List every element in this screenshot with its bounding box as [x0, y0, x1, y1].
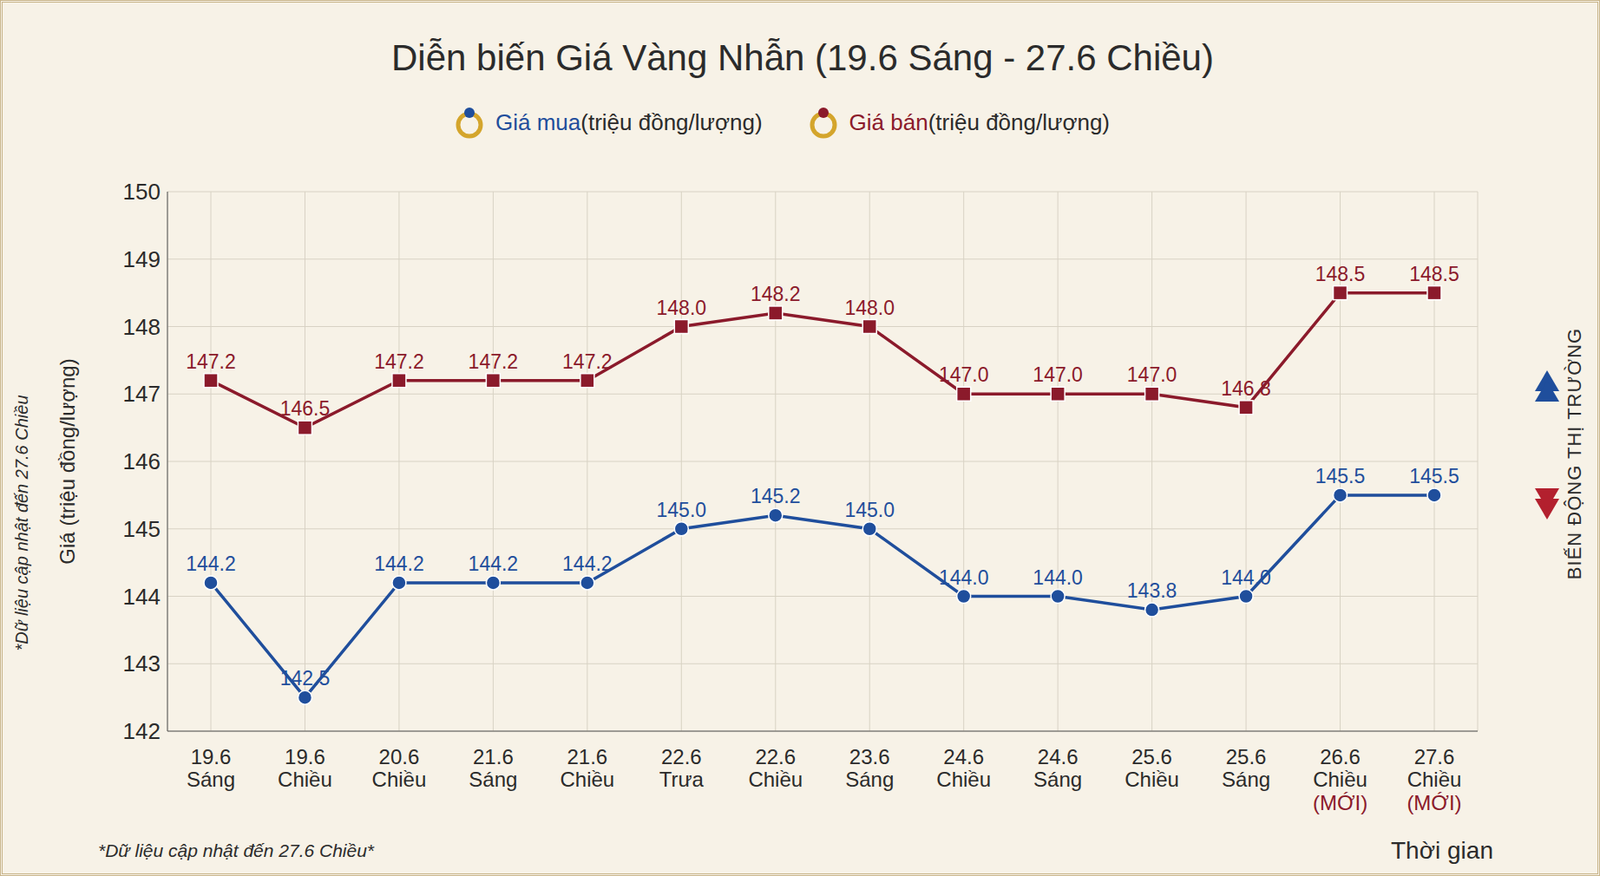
html-text:Giá bán (triệu đồng/lượng): Giá bán (triệu đồng/lượng) — [849, 108, 1110, 135]
svg-text:144.0: 144.0 — [1032, 566, 1083, 590]
svg-text:144.2: 144.2 — [468, 552, 519, 576]
svg-text:145.0: 145.0 — [656, 498, 708, 522]
html-text:Giá mua (triệu đồng/lượng): Giá mua (triệu đồng/lượng) — [495, 108, 763, 135]
svg-text:142.5: 142.5 — [280, 667, 331, 690]
svg-text:27.6Chiều(MỚI): 27.6Chiều(MỚI) — [1406, 745, 1462, 815]
svg-text:147.2: 147.2 — [562, 350, 613, 374]
svg-text:21.6Chiều: 21.6Chiều — [559, 745, 615, 792]
svg-text:144.2: 144.2 — [562, 552, 613, 576]
html-text:*Dữ liệu cập nhật đến 27.6 Chi: *Dữ liệu cập nhật đến 27.6 Chiều* — [98, 840, 374, 861]
svg-text:148.5: 148.5 — [1315, 262, 1366, 286]
svg-text:146: 146 — [123, 448, 161, 475]
svg-text:149: 149 — [123, 246, 161, 273]
svg-text:148.5: 148.5 — [1409, 262, 1460, 286]
svg-text:26.6Chiều(MỚI): 26.6Chiều(MỚI) — [1312, 745, 1368, 815]
html-text:Diễn biến Giá Vàng Nhẫn (19.6: Diễn biến Giá Vàng Nhẫn (19.6 Sáng - 27.… — [391, 37, 1214, 79]
svg-text:21.6Sáng: 21.6Sáng — [468, 745, 518, 792]
svg-text:146.5: 146.5 — [280, 397, 331, 420]
svg-text:144.2: 144.2 — [373, 552, 425, 576]
svg-text:148.0: 148.0 — [656, 296, 708, 320]
svg-text:143.8: 143.8 — [1127, 579, 1178, 603]
html-text:*Dữ liệu cập nhật đến 27.6 Chi: *Dữ liệu cập nhật đến 27.6 Chiều — [11, 395, 31, 652]
svg-text:23.6Sáng: 23.6Sáng — [845, 745, 894, 792]
svg-text:148: 148 — [123, 314, 161, 341]
svg-text:145.5: 145.5 — [1409, 465, 1460, 488]
svg-text:146.8: 146.8 — [1220, 377, 1272, 400]
svg-text:144.0: 144.0 — [1220, 566, 1272, 590]
html-text:BIẾN ĐỘNG THỊ TRƯỜNG: BIẾN ĐỘNG THỊ TRƯỜNG — [1563, 327, 1586, 580]
svg-text:148.2: 148.2 — [750, 282, 801, 306]
svg-text:145.0: 145.0 — [844, 498, 895, 522]
svg-text:145.5: 145.5 — [1315, 465, 1366, 488]
svg-text:145.2: 145.2 — [750, 485, 801, 508]
svg-text:24.6Chiều: 24.6Chiều — [936, 745, 991, 792]
svg-text:150: 150 — [123, 178, 161, 205]
svg-text:24.6Sáng: 24.6Sáng — [1033, 745, 1082, 792]
svg-text:19.6Sáng: 19.6Sáng — [186, 745, 236, 792]
svg-text:144: 144 — [123, 583, 161, 610]
svg-text:147.0: 147.0 — [938, 363, 990, 387]
svg-text:19.6Chiều: 19.6Chiều — [277, 745, 333, 792]
svg-text:147.2: 147.2 — [468, 350, 519, 374]
svg-text:25.6Chiều: 25.6Chiều — [1124, 745, 1180, 792]
svg-text:143: 143 — [123, 650, 161, 677]
svg-text:147.0: 147.0 — [1127, 363, 1178, 387]
svg-text:147.2: 147.2 — [373, 350, 425, 374]
svg-text:Giá (triệu đồng/lượng): Giá (triệu đồng/lượng) — [55, 358, 79, 564]
html-text:Thời gian: Thời gian — [1390, 837, 1494, 865]
svg-text:20.6Chiều: 20.6Chiều — [372, 745, 427, 792]
svg-text:148.0: 148.0 — [844, 296, 895, 320]
svg-text:144.2: 144.2 — [185, 552, 237, 576]
svg-text:145: 145 — [123, 516, 161, 543]
svg-text:147: 147 — [123, 380, 161, 407]
svg-text:147.2: 147.2 — [185, 350, 237, 374]
svg-text:22.6Chiều: 22.6Chiều — [747, 745, 803, 792]
svg-text:147.0: 147.0 — [1032, 363, 1083, 387]
svg-text:25.6Sáng: 25.6Sáng — [1221, 745, 1271, 792]
svg-text:144.0: 144.0 — [938, 566, 990, 590]
svg-text:142: 142 — [123, 718, 161, 745]
svg-text:22.6Trưa: 22.6Trưa — [659, 745, 705, 792]
